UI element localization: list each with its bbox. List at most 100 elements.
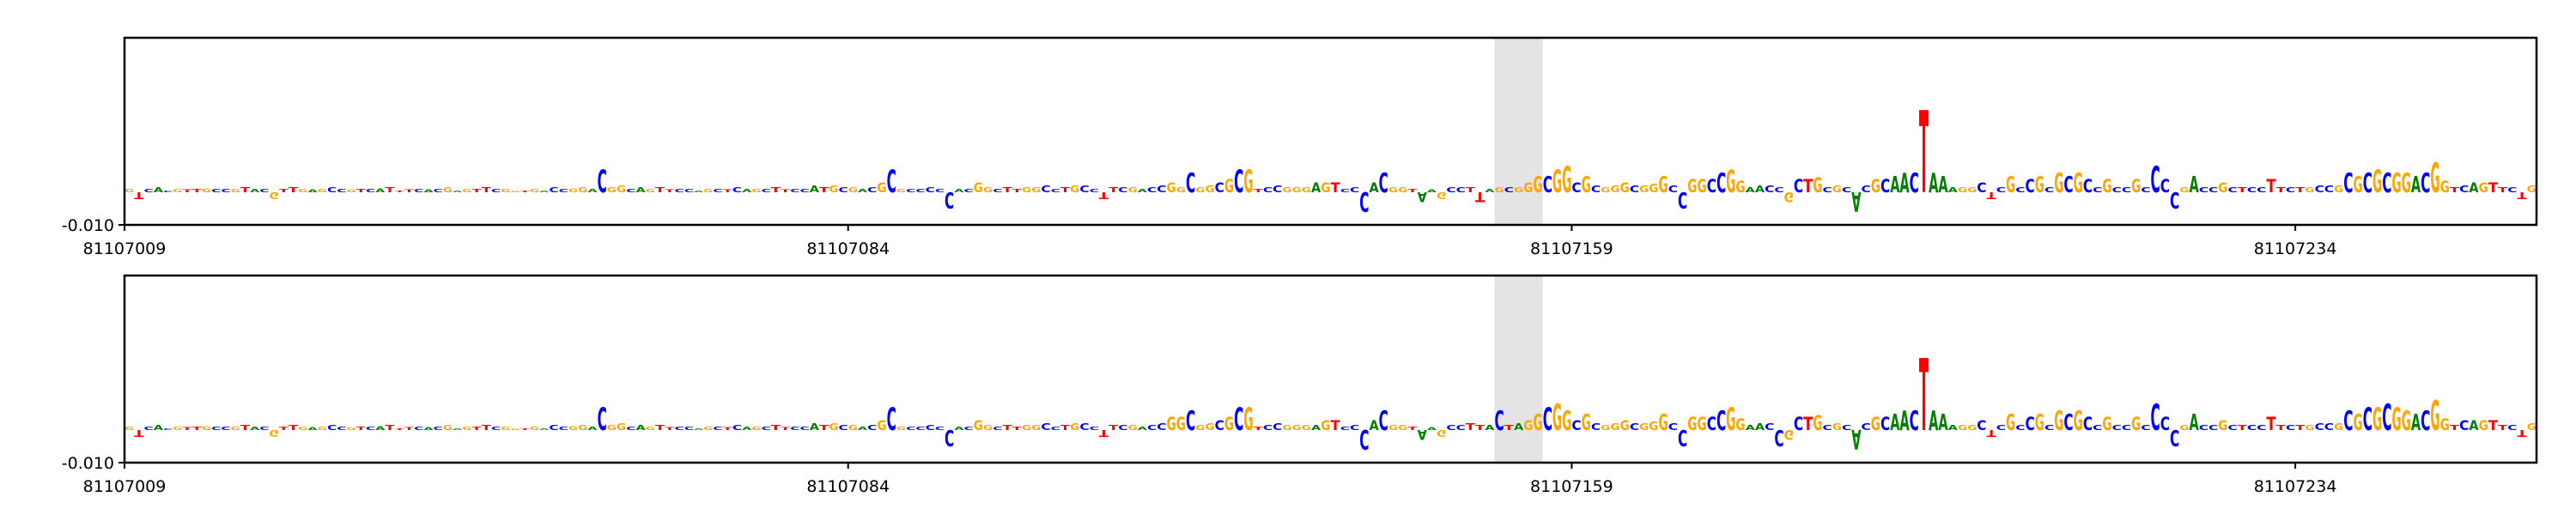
logo-letter: C [327,185,337,193]
logo-letter: G [1282,185,1291,193]
logo-letter: G [1292,423,1302,431]
logo-letter: G [1610,184,1619,194]
logo-letter: G [2035,410,2044,436]
logo-letter: T [2238,185,2248,193]
logo-letter: C [221,188,230,193]
logo-letter: C [2083,177,2093,197]
logo-letter: T [2488,417,2498,433]
logo-letter: G [1070,184,1079,194]
logo-letter: C [1215,179,1224,196]
logo-letter: C [2507,423,2517,431]
logo-letter: A [2469,179,2479,196]
logo-letter: A [694,190,703,192]
logo-letter: G [2102,177,2111,197]
logo-letter: T [2518,190,2528,200]
logo-letter: G [1967,185,1977,193]
logo-letter: A [1899,167,1910,199]
logo-letter: C [2199,185,2208,193]
logo-letter: G [1022,423,1031,431]
logo-letter: A [1514,421,1524,432]
logo-letter: C [2093,423,2102,431]
logo-letter: G [1784,189,1794,205]
logo-letter: G [1601,423,1610,431]
logo-letter: G [318,188,327,193]
logo-letter: G [1388,185,1398,193]
logo-letter: A [1746,423,1755,431]
logo-letter: C [1234,401,1243,438]
logo-letter: C [1157,421,1166,432]
logo-letter: T [1012,188,1023,193]
logo-letter: T [289,185,299,193]
logo-letter: C [337,188,346,193]
logo-letter: T [2266,177,2275,197]
logo-letter: G [2006,410,2015,436]
logo-letter: C [2324,184,2334,194]
logo-letter: C [1379,405,1388,437]
logo-letter: C [2382,398,2391,439]
logo-letter: G [1321,179,1330,196]
logo-letter: G [1166,179,1176,196]
logo-letter: G [2440,179,2450,197]
logo-letter: C [414,188,423,193]
logo-letter: T [2295,423,2306,431]
logo-letter: G [2305,423,2314,431]
logo-letter: C [1910,405,1919,437]
logo-letter: G [1552,398,1562,439]
logo-letter: C [2170,186,2179,212]
logo-letter: C [1668,184,1678,194]
logo-letter: C [2208,423,2218,431]
logo-letter: C [1794,415,1803,435]
logo-letter: C [2257,185,2266,193]
logo-letter: C [935,426,945,431]
logo-letter: C [732,185,742,193]
logo-letter: C [2112,185,2122,193]
logo-letter: G [298,426,307,431]
logo-letter: A [1485,188,1495,193]
logo-letter: G [751,426,761,431]
logo-letter: C [2015,185,2025,193]
logo-letter: A [587,188,598,193]
logo-letter: T [240,423,251,431]
logo-letter: G [1687,415,1697,435]
logo-letter: G [1562,405,1571,437]
logo-letter: G [848,423,858,431]
logo-letter: G [1726,401,1735,438]
logo-letter: G [1659,410,1668,436]
logo-letter: C [2112,423,2122,431]
logo-letter: G [1813,411,1822,435]
logo-letter: T [1012,426,1023,431]
logo-letter: C [2160,177,2170,197]
logo-letter: A [636,423,646,431]
logo-letter: C [1880,177,1890,197]
x-tick-label: 81107159 [1530,239,1613,258]
logo-letter: C [800,188,810,193]
logo-letter: A [1938,410,1947,436]
logo-letter: T [1803,177,1813,197]
logo-letter: C [366,426,375,431]
logo-letter: T [1407,188,1418,193]
logo-letter: T [471,426,482,431]
logo-letter: T [1466,185,1476,193]
logo-letter: C [259,188,269,193]
logo-letter: C [1118,185,1127,193]
logo-panel: G T C A C G T TG C C G T A C G TT G AG C C G TC A T T T C AC G A G TT C G… [62,274,2538,496]
logo-letter: C [2170,424,2179,450]
logo-letter: T [819,185,829,193]
logo-letter: A [539,190,549,192]
logo-letter: G [1224,415,1234,435]
logo-letter: G [1784,427,1794,443]
logo-letter: C [762,426,771,431]
logo-letter: C [2199,423,2208,431]
logo-letter: G [607,185,617,193]
logo-letter: G [1533,173,1542,198]
logo-letter: A [1929,405,1939,437]
logo-letter: T [2276,185,2287,193]
logo-letter: G [1813,173,1822,197]
logo-letter: A [2411,410,2421,436]
logo-letter: A [307,189,318,193]
logo-letter: G [1495,185,1504,193]
logo-letter: C [163,190,173,192]
logo-letter: C [1678,424,1687,450]
logo-letter: C [1678,186,1687,212]
logo-letter: G [568,425,578,431]
